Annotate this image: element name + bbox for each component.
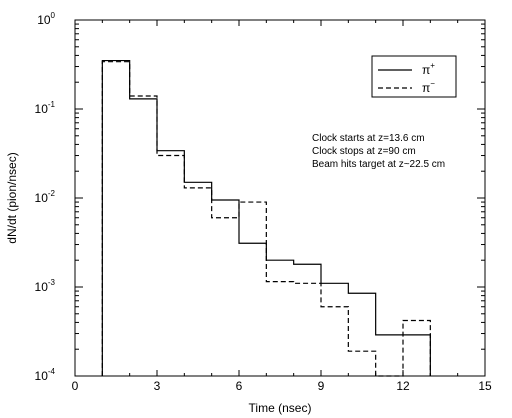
- y-tick-label: 10-2: [35, 189, 56, 205]
- annotation-clock-start: Clock starts at z=13.6 cm: [312, 133, 425, 144]
- y-ticks: 10-4 10-3 10-2 10-1 100: [35, 11, 485, 383]
- y-axis-label: dN/dt (pion/nsec): [5, 152, 19, 243]
- x-tick-label: 6: [236, 379, 243, 393]
- annotation-clock-stop: Clock stops at z=90 cm: [312, 146, 416, 157]
- y-tick-label: 10-1: [35, 100, 56, 116]
- x-tick-label: 0: [72, 379, 79, 393]
- y-tick-label: 10-3: [35, 278, 56, 294]
- legend-label-pi-plus: π+: [422, 61, 435, 77]
- legend-label-pi-minus: π−: [422, 79, 435, 95]
- x-axis-label: Time (nsec): [249, 401, 312, 415]
- y-tick-label: 100: [37, 11, 55, 27]
- y-tick-label: 10-4: [35, 367, 56, 383]
- x-tick-label: 15: [478, 379, 492, 393]
- legend-box: [371, 55, 457, 98]
- legend: π+ π−: [371, 55, 457, 98]
- x-tick-label: 9: [318, 379, 325, 393]
- series-layer: [101, 59, 431, 377]
- annotation-beam-target: Beam hits target at z~22.5 cm: [312, 159, 445, 170]
- x-tick-label: 3: [154, 379, 161, 393]
- x-tick-label: 12: [396, 379, 410, 393]
- series-pi-minus: [101, 61, 431, 377]
